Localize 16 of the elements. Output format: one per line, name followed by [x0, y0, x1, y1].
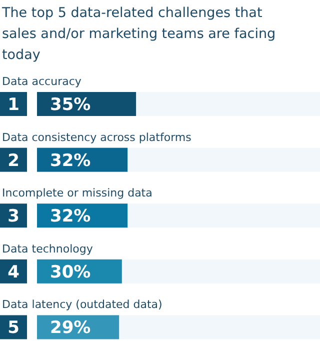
text: 3	[8, 206, 20, 227]
y-tick-label: Data technology	[2, 242, 94, 256]
data-label: 32%	[50, 150, 91, 171]
chart-title: The top 5 data-related challenges that sales and/or marketing teams are facing today	[1, 5, 276, 63]
y-tick-label: Data latency (outdated data)	[2, 298, 162, 312]
text: 4	[8, 262, 20, 282]
data-label: 32%	[50, 206, 91, 227]
text: 1	[8, 95, 20, 115]
data-label: 29%	[50, 318, 91, 338]
data-label: 35%	[50, 95, 91, 115]
text: 5	[8, 318, 20, 338]
text: 2	[8, 150, 20, 171]
y-tick-label: Data consistency across platforms	[2, 130, 192, 144]
data-label: 30%	[50, 262, 91, 282]
y-tick-label: Data accuracy	[2, 75, 82, 88]
y-tick-label: Incomplete or missing data	[2, 186, 152, 200]
